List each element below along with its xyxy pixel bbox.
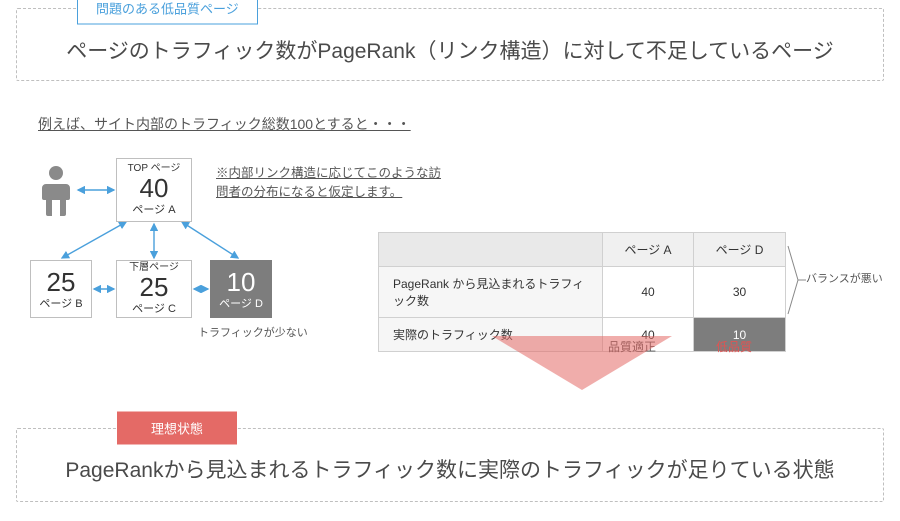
table-col-d: ページ D — [694, 233, 786, 267]
low-traffic-caption: トラフィックが少ない — [198, 324, 308, 340]
table-row: PageRank から見込まれるトラフィック数 40 30 — [379, 267, 786, 318]
page-c-value: 25 — [140, 273, 169, 302]
page-box-c: 下層ページ 25 ページ C — [116, 260, 192, 318]
comparison-table: ページ A ページ D PageRank から見込まれるトラフィック数 40 3… — [378, 232, 786, 352]
page-box-a: TOP ページ 40 ページ A — [116, 158, 192, 222]
page-b-value: 25 — [47, 268, 76, 297]
edge-a-d — [182, 222, 238, 258]
problem-badge: 問題のある低品質ページ — [77, 0, 258, 25]
page-box-b: 25 ページ B — [30, 260, 92, 318]
page-d-value: 10 — [227, 268, 256, 297]
page-a-value: 40 — [140, 174, 169, 203]
table-row0-a: 40 — [603, 267, 694, 318]
ideal-heading: PageRankから見込まれるトラフィック数に実際のトラフィックが足りている状態 — [31, 457, 869, 485]
down-arrow-icon — [492, 336, 672, 390]
ideal-section: 理想状態 PageRankから見込まれるトラフィック数に実際のトラフィックが足り… — [16, 428, 884, 502]
page-c-name: ページ C — [132, 304, 176, 315]
problem-section: 問題のある低品質ページ ページのトラフィック数がPageRank（リンク構造）に… — [16, 8, 884, 81]
table-corner — [379, 233, 603, 267]
page-box-d: 10 ページ D — [210, 260, 272, 318]
page-b-name: ページ B — [39, 299, 82, 310]
diagram-area: TOP ページ 40 ページ A 25 ページ B 下層ページ 25 ページ C… — [16, 140, 884, 420]
table-col-a: ページ A — [603, 233, 694, 267]
page-d-name: ページ D — [219, 299, 263, 310]
assumption-note: ※内部リンク構造に応じてこのような訪問者の分布になると仮定します。 — [216, 164, 446, 202]
balance-note: バランスが悪い — [806, 270, 883, 286]
table-row0-d: 30 — [694, 267, 786, 318]
example-subtitle: 例えば、サイト内部のトラフィック総数100とすると・・・ — [38, 114, 411, 134]
balance-bracket-icon — [786, 240, 808, 320]
edge-a-b — [62, 222, 126, 258]
quality-bad-label: 低品質 — [716, 338, 752, 355]
ideal-badge: 理想状態 — [117, 412, 237, 445]
table-row0-label: PageRank から見込まれるトラフィック数 — [379, 267, 603, 318]
person-icon — [36, 164, 76, 218]
page-a-name: ページ A — [132, 205, 175, 216]
problem-heading: ページのトラフィック数がPageRank（リンク構造）に対して不足しているページ — [31, 37, 869, 66]
